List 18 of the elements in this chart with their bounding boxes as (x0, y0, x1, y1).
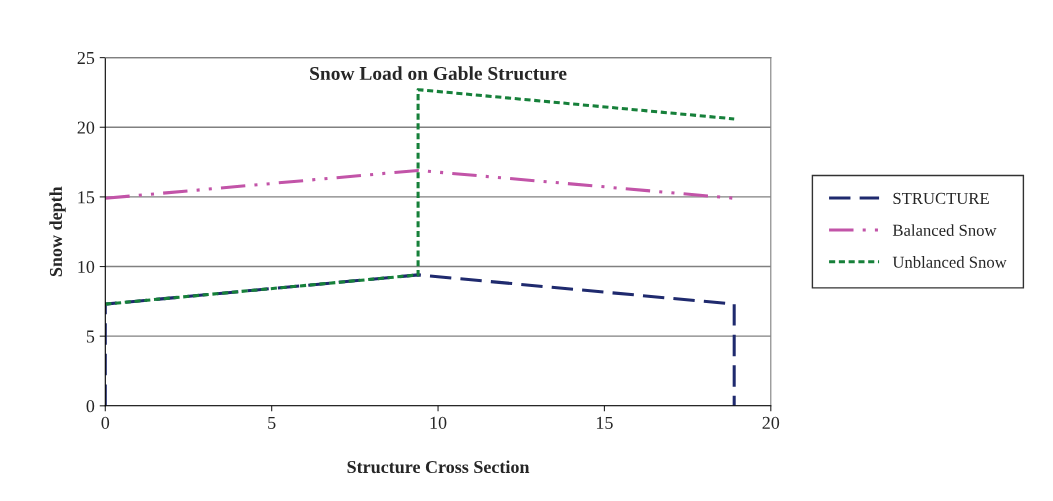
chart-title: Snow Load on Gable Structure (310, 66, 567, 81)
y-tick-label: 25 (77, 51, 95, 65)
y-tick-label: 20 (77, 121, 95, 134)
legend-label: STRUCTURE (893, 192, 989, 205)
x-axis-title: Structure Cross Section (347, 460, 530, 474)
line-series (105, 88, 736, 306)
y-axis-title: Snow depth (49, 186, 66, 277)
y-tick-label: 10 (78, 260, 95, 273)
x-tick-label: 0 (101, 416, 110, 429)
x-tick-label: 15 (596, 416, 613, 429)
x-tick-label: 10 (430, 416, 447, 429)
y-tick-label: 0 (86, 400, 95, 413)
y-tick-label: 15 (78, 191, 95, 204)
x-tick-label: 5 (268, 416, 276, 429)
legend-label: Balanced Snow (892, 224, 997, 236)
y-tick-label: 5 (86, 330, 95, 343)
x-tick-label: 20 (762, 416, 780, 429)
legend-label: Unblanced Snow (892, 256, 1007, 268)
